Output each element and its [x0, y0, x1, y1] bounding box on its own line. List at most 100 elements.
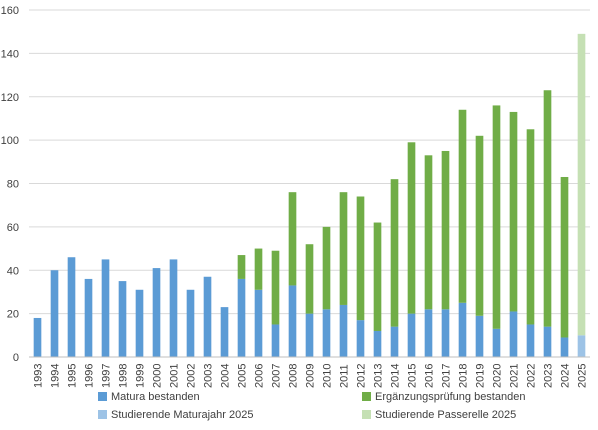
x-tick-label: 1996 — [84, 364, 96, 388]
bar-2023-series-1 — [543, 90, 552, 327]
bar-2018-series-0 — [458, 302, 467, 357]
x-tick-label: 2021 — [509, 364, 521, 388]
x-tick-label: 1995 — [67, 364, 79, 388]
x-tick-label: 2017 — [441, 364, 453, 388]
x-tick-label: 2015 — [407, 364, 419, 388]
x-tick-label: 1994 — [50, 364, 62, 388]
x-tick-label: 2016 — [424, 364, 436, 388]
bar-1994-series-0 — [50, 270, 59, 357]
bar-1995-series-0 — [67, 257, 76, 357]
y-tick-label: 40 — [7, 265, 19, 277]
x-tick-label: 1999 — [135, 364, 147, 388]
bar-2008-series-0 — [288, 285, 297, 357]
legend-label-1: Ergänzungsprüfung bestanden — [375, 391, 525, 403]
bar-1996-series-0 — [84, 278, 93, 357]
bar-2010-series-1 — [322, 226, 331, 310]
legend: Matura bestanden Ergänzungsprüfung bestan… — [98, 391, 525, 421]
x-tick-label: 2014 — [390, 364, 402, 388]
bar-2011-series-1 — [339, 192, 348, 305]
x-tick-label: 2024 — [560, 364, 572, 388]
legend-swatch-1 — [362, 392, 371, 401]
legend-label-3: Studierende Passerelle 2025 — [375, 409, 516, 421]
bar-2021-series-1 — [509, 111, 518, 312]
x-tick-label: 2022 — [526, 364, 538, 388]
axes: 0 20 40 60 80 100 120 140 160 1993 1994 1995 1996 199… — [1, 5, 590, 388]
bar-2005-series-1 — [237, 255, 246, 279]
x-tick-label: 2020 — [492, 364, 504, 388]
x-tick-label: 2008 — [288, 364, 300, 388]
bar-2022-series-1 — [526, 129, 535, 325]
bar-2021-series-0 — [509, 311, 518, 357]
bar-2016-series-0 — [424, 309, 433, 357]
gridlines — [29, 9, 590, 315]
y-tick-label: 120 — [1, 92, 19, 104]
x-tick-label: 2004 — [220, 364, 232, 388]
x-tick-label: 2013 — [373, 364, 385, 388]
bar-2023-series-0 — [543, 326, 552, 357]
bar-1993-series-0 — [33, 317, 42, 357]
bar-2017-series-0 — [441, 309, 450, 357]
bar-2001-series-0 — [169, 259, 178, 357]
y-tick-label: 100 — [1, 135, 19, 147]
legend-swatch-0 — [98, 392, 107, 401]
bar-2009-series-0 — [305, 313, 314, 357]
y-tick-label: 80 — [7, 179, 19, 191]
bar-2019-series-0 — [475, 315, 484, 357]
bar-2020-series-1 — [492, 105, 501, 329]
legend-label-0: Matura bestanden — [111, 391, 200, 403]
x-tick-label: 1997 — [101, 364, 113, 388]
bar-2008-series-1 — [288, 192, 297, 286]
bars — [33, 33, 586, 357]
bar-2014-series-1 — [390, 179, 399, 327]
x-tick-label: 2005 — [237, 364, 249, 388]
bar-2004-series-0 — [220, 307, 229, 357]
y-tick-label: 0 — [13, 352, 19, 364]
x-tick-label: 2002 — [186, 364, 198, 388]
bar-2006-series-1 — [254, 248, 263, 290]
bar-2011-series-0 — [339, 304, 348, 357]
bar-2016-series-1 — [424, 155, 433, 310]
x-tick-label: 2007 — [271, 364, 283, 388]
x-tick-label: 1993 — [33, 364, 45, 388]
y-tick-label: 20 — [7, 309, 19, 321]
bar-2005-series-0 — [237, 278, 246, 357]
legend-swatch-2 — [98, 410, 107, 419]
bar-2002-series-0 — [186, 289, 195, 357]
bar-2015-series-1 — [407, 142, 416, 314]
bar-2025-series-3 — [577, 33, 586, 336]
x-tick-label: 2010 — [322, 364, 334, 388]
y-tick-label: 140 — [1, 48, 19, 60]
bar-2007-series-1 — [271, 250, 280, 325]
bar-2009-series-1 — [305, 244, 314, 314]
legend-swatch-3 — [362, 410, 371, 419]
bar-2024-series-0 — [560, 337, 569, 357]
bar-2006-series-0 — [254, 289, 263, 357]
bar-2013-series-1 — [373, 222, 382, 331]
x-tick-label: 2018 — [458, 364, 470, 388]
x-tick-label: 2019 — [475, 364, 487, 388]
bar-2015-series-0 — [407, 313, 416, 357]
bar-2007-series-0 — [271, 324, 280, 357]
x-tick-label: 2000 — [152, 364, 164, 388]
x-tick-label: 2009 — [305, 364, 317, 388]
bar-2017-series-1 — [441, 150, 450, 310]
bar-2024-series-1 — [560, 176, 569, 338]
x-tick-label: 2025 — [577, 364, 589, 388]
bar-2003-series-0 — [203, 276, 212, 357]
bar-2013-series-0 — [373, 330, 382, 357]
bar-2018-series-1 — [458, 109, 467, 303]
bar-1998-series-0 — [118, 281, 127, 357]
bar-2019-series-1 — [475, 135, 484, 316]
legend-label-2: Studierende Maturajahr 2025 — [111, 409, 253, 421]
bar-2014-series-0 — [390, 326, 399, 357]
x-tick-label: 1998 — [118, 364, 130, 388]
x-tick-label: 2003 — [203, 364, 215, 388]
bar-2012-series-1 — [356, 196, 365, 321]
x-tick-label: 2011 — [339, 364, 351, 388]
bar-2022-series-0 — [526, 324, 535, 357]
x-tick-label: 2006 — [254, 364, 266, 388]
bar-1997-series-0 — [101, 259, 110, 357]
x-tick-label: 2001 — [169, 364, 181, 388]
